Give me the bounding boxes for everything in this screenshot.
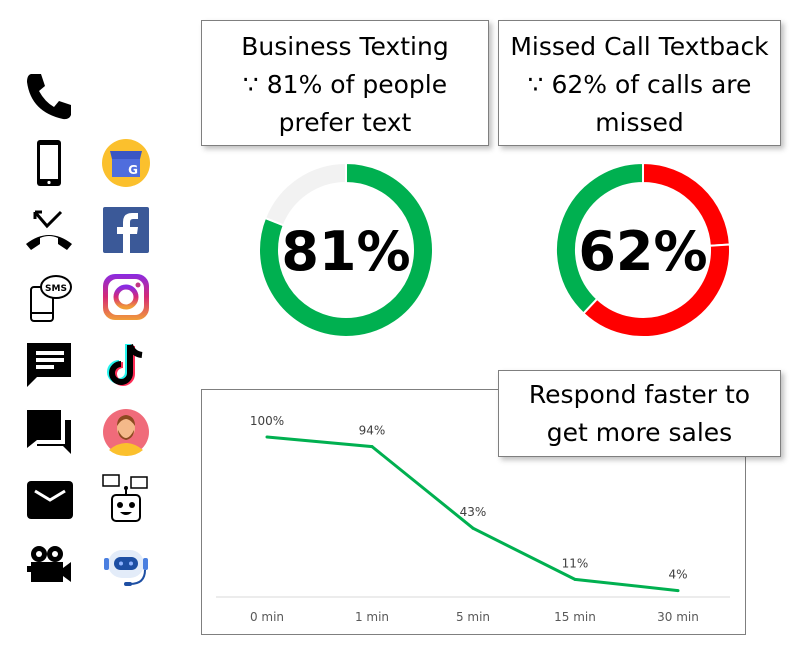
phone-icon bbox=[23, 70, 75, 122]
data-point bbox=[265, 435, 269, 439]
card-title: Business Texting bbox=[241, 32, 449, 61]
x-tick-label: 15 min bbox=[554, 610, 596, 624]
tiktok-icon bbox=[100, 339, 152, 391]
instagram-icon bbox=[100, 271, 152, 323]
callout-box: Respond faster to get more sales bbox=[498, 370, 781, 457]
x-tick-label: 5 min bbox=[456, 610, 490, 624]
card-stat: ∵ 81% of people bbox=[242, 70, 448, 99]
mail-icon bbox=[23, 473, 75, 525]
missed-call-card: Missed Call Textback ∵ 62% of calls are … bbox=[498, 20, 781, 146]
video-camera-icon bbox=[23, 540, 75, 592]
callout-line: Respond faster to bbox=[528, 380, 751, 409]
avatar-icon bbox=[100, 406, 152, 458]
chat-icon bbox=[23, 406, 75, 458]
data-label: 11% bbox=[562, 556, 589, 570]
data-label: 100% bbox=[250, 414, 284, 428]
support-bot-icon bbox=[100, 540, 152, 592]
data-label: 94% bbox=[359, 424, 386, 438]
data-point bbox=[573, 577, 577, 581]
data-point bbox=[676, 589, 680, 593]
callout-line: get more sales bbox=[546, 418, 733, 447]
x-tick-label: 30 min bbox=[657, 610, 699, 624]
data-point bbox=[471, 526, 475, 530]
facebook-icon bbox=[100, 204, 152, 256]
card-stat-cont: missed bbox=[595, 108, 684, 137]
data-point bbox=[370, 445, 374, 449]
business-texting-card: Business Texting ∵ 81% of people prefer … bbox=[201, 20, 489, 146]
x-tick-label: 1 min bbox=[355, 610, 389, 624]
chatbot-icon bbox=[100, 473, 152, 525]
card-title: Missed Call Textback bbox=[510, 32, 769, 61]
card-stat: ∵ 62% of calls are bbox=[527, 70, 752, 99]
missed-call-icon bbox=[23, 204, 75, 256]
message-icon bbox=[23, 339, 75, 391]
data-label: 4% bbox=[668, 568, 687, 582]
data-label: 43% bbox=[460, 505, 487, 519]
x-tick-label: 0 min bbox=[250, 610, 284, 624]
google-business-icon: G bbox=[100, 137, 152, 189]
smartphone-icon bbox=[23, 137, 75, 189]
sms-phone-icon: SMS bbox=[23, 271, 75, 323]
card-stat-cont: prefer text bbox=[278, 108, 412, 137]
svg-text:SMS: SMS bbox=[45, 284, 67, 294]
svg-text:G: G bbox=[128, 163, 138, 177]
